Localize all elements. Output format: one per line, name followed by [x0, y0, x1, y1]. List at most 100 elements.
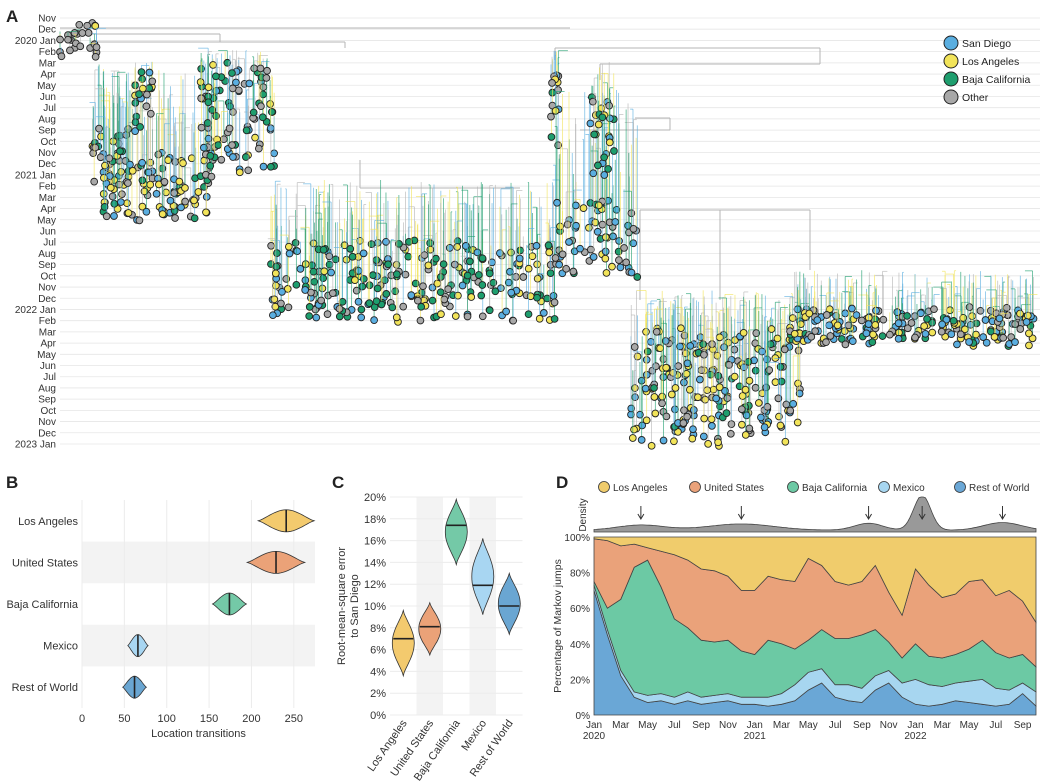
tree-tip [217, 155, 226, 164]
tree-tip [91, 143, 100, 152]
panel-label-c: C [332, 473, 344, 492]
panel-label-b: B [6, 473, 18, 492]
tree-tip [825, 321, 834, 330]
time-label: Aug [38, 249, 56, 260]
tree-tip [633, 352, 642, 361]
tree-tip [745, 376, 754, 385]
legend-swatch [943, 71, 959, 87]
tree-tip [204, 98, 213, 107]
tick-label: 50 [118, 713, 130, 725]
tree-tip [404, 252, 413, 261]
tree-tip [1025, 329, 1033, 338]
time-label: Sep [38, 260, 56, 271]
tree-tip [708, 422, 716, 430]
tree-tip [64, 35, 72, 44]
tick-label: 6% [370, 645, 386, 657]
tree-tip [170, 189, 178, 197]
legend-swatch [598, 481, 610, 493]
tree-tip [285, 249, 294, 258]
tree-tip [586, 119, 595, 128]
tree-tip [485, 269, 494, 278]
tree-tip [630, 425, 638, 434]
tree-tip [384, 260, 392, 269]
tree-tip [91, 52, 100, 61]
tree-tip [688, 434, 697, 443]
tick-label: 10% [364, 601, 386, 613]
tick-label: Sep [1014, 720, 1032, 731]
tree-tip [982, 338, 991, 347]
density-label: Density [578, 498, 589, 531]
tree-tip [57, 52, 66, 61]
tree-tip [461, 242, 470, 250]
year-label: 2021 [744, 731, 767, 742]
tree-tip [358, 282, 367, 291]
tree-tip [872, 306, 880, 315]
tree-tip [244, 166, 253, 175]
tree-tip [128, 166, 137, 175]
legend-label: Los Angeles [613, 483, 668, 494]
tree-tip [650, 384, 658, 392]
tree-tip [533, 293, 541, 302]
tree-tip [549, 291, 558, 300]
year-label: 2022 [904, 731, 927, 742]
violin [444, 497, 468, 567]
time-label: Jul [43, 372, 56, 383]
time-label: Mar [39, 193, 57, 204]
tree-tip [312, 313, 321, 322]
tree-tip [225, 124, 234, 133]
time-label: Nov [38, 283, 56, 294]
tick-label: 20% [364, 492, 386, 504]
tree-tip [822, 311, 831, 319]
tree-tip [547, 133, 556, 141]
tree-tip [524, 310, 533, 319]
tree-tip [651, 409, 660, 418]
tree-tip [351, 276, 359, 284]
tree-tip [699, 432, 708, 441]
tree-tip [1002, 303, 1011, 312]
tree-tip [852, 311, 861, 319]
tree-tip [348, 252, 357, 261]
tick-label: Jul [989, 720, 1002, 731]
time-label: Feb [39, 47, 57, 58]
tree-tip [937, 327, 946, 336]
tree-tip [66, 46, 74, 55]
tree-tip [76, 42, 85, 51]
tree-tip [807, 332, 816, 341]
tree-tip [370, 316, 378, 324]
time-label: Mar [39, 58, 57, 69]
tree-tip [512, 273, 520, 281]
tree-tip [878, 332, 887, 340]
tree-tip [670, 437, 678, 446]
tree-tip [108, 192, 117, 201]
tree-tip [271, 281, 280, 290]
tree-tip [335, 312, 344, 321]
tree-tip [175, 177, 184, 186]
legend-label: Rest of World [969, 483, 1029, 494]
tick-label: 0% [370, 710, 386, 722]
tree-tip [544, 241, 553, 250]
tick-label: 100 [158, 713, 176, 725]
tree-tip [868, 338, 877, 347]
tree-tip [228, 141, 236, 149]
tree-tip [965, 338, 973, 346]
tree-tip [539, 309, 548, 317]
tree-tip [320, 267, 329, 276]
axis-label-line: to San Diego [349, 574, 361, 638]
tree-tip [101, 161, 109, 170]
tree-tip [704, 440, 712, 448]
tree-tip [416, 316, 425, 325]
tree-tip [572, 221, 580, 230]
tree-tip [451, 312, 460, 320]
tree-tip [369, 271, 377, 280]
tree-tip [604, 165, 612, 173]
tree-tip [439, 260, 448, 269]
tree-tip [871, 321, 880, 329]
tree-tip [214, 141, 223, 149]
tree-tip [995, 314, 1004, 323]
tree-tip [273, 249, 281, 257]
tree-tip [629, 224, 638, 233]
tree-tip [524, 264, 533, 273]
tree-tip [433, 279, 442, 288]
